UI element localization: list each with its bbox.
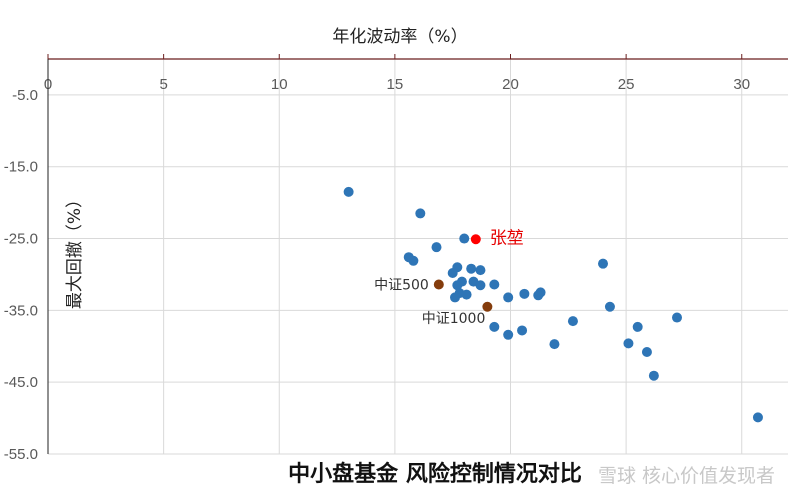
fund-point xyxy=(533,290,544,301)
axes: 0 5 10 15 20 25 30-5.0-15.0-25.0-35.0-45.0-55.… xyxy=(4,54,788,463)
fund-point xyxy=(489,279,500,290)
fund-point xyxy=(517,325,528,336)
y-tick-label: -5.0 xyxy=(12,87,38,104)
x-tick-label: 25 xyxy=(618,76,635,93)
chart-title: 中小盘基金 风险控制情况对比 xyxy=(288,461,582,487)
y-tick-label: -45.0 xyxy=(4,374,38,391)
fund-point xyxy=(431,242,442,253)
index-point-label: 中证500 xyxy=(374,278,429,294)
data-points xyxy=(343,186,763,423)
fund-point xyxy=(408,255,419,266)
fund-point xyxy=(604,301,615,312)
y-axis-title: 最大回撤（%） xyxy=(65,191,85,309)
fund-point xyxy=(549,339,560,350)
watermark-text: 雪球 核心价值发现者 xyxy=(598,465,775,487)
fund-point xyxy=(459,233,470,244)
fund-point xyxy=(641,347,652,358)
fund-point xyxy=(475,265,486,276)
x-tick-label: 20 xyxy=(502,76,519,93)
fund-point xyxy=(489,321,500,332)
fund-point xyxy=(447,268,458,279)
fund-point xyxy=(343,186,354,197)
fund-point xyxy=(503,329,514,340)
x-tick-label: 15 xyxy=(387,76,404,93)
x-tick-label: 5 xyxy=(159,76,167,93)
fund-point xyxy=(466,263,477,274)
y-tick-label: -25.0 xyxy=(4,231,38,248)
x-axis-title: 年化波动率（%） xyxy=(332,27,467,47)
index-point xyxy=(482,301,493,312)
fund-point xyxy=(672,312,682,323)
highlight-point-label: 张堃 xyxy=(490,228,524,248)
x-tick-label: 30 xyxy=(733,76,750,93)
fund-point xyxy=(461,289,472,300)
y-tick-label: -35.0 xyxy=(4,302,38,319)
fund-point xyxy=(503,292,514,303)
fund-point xyxy=(452,280,463,291)
fund-point xyxy=(415,208,426,219)
x-tick-label: 10 xyxy=(271,76,288,93)
gridlines xyxy=(48,59,788,455)
fund-point xyxy=(623,338,634,349)
fund-point xyxy=(450,292,460,303)
fund-point xyxy=(632,321,643,332)
y-tick-label: -55.0 xyxy=(4,446,38,463)
index-point-label: 中证1000 xyxy=(422,311,486,327)
index-point xyxy=(433,279,444,290)
point-labels: 中证500 中证1000 张堃 xyxy=(374,228,524,327)
y-tick-label: -15.0 xyxy=(4,159,38,176)
fund-point xyxy=(519,288,530,299)
fund-point xyxy=(598,258,608,269)
fund-point xyxy=(567,316,578,327)
highlight-point xyxy=(470,234,481,245)
fund-point xyxy=(648,370,659,381)
fund-point xyxy=(475,280,486,291)
fund-point xyxy=(752,412,763,423)
